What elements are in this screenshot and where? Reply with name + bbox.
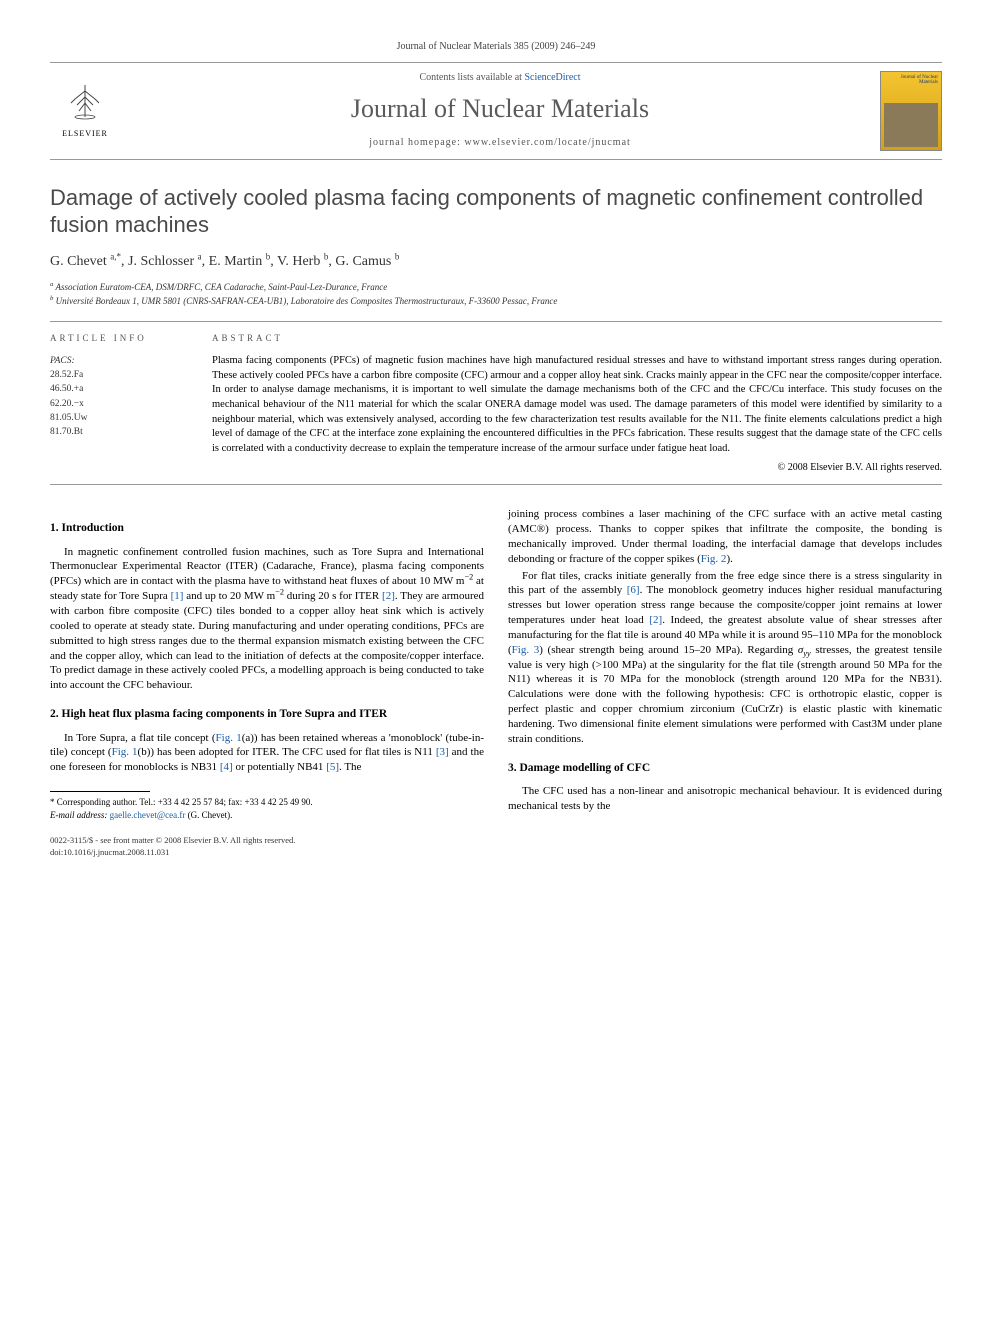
homepage-url[interactable]: www.elsevier.com/locate/jnucmat <box>464 137 630 148</box>
publisher-name: ELSEVIER <box>62 129 108 140</box>
sciencedirect-link[interactable]: ScienceDirect <box>524 72 580 83</box>
section-3-head: 3. Damage modelling of CFC <box>508 761 942 777</box>
contents-prefix: Contents lists available at <box>419 72 524 83</box>
pacs-code: 62.20.−x <box>50 397 190 411</box>
article-info-head: ARTICLE INFO <box>50 332 190 344</box>
abstract-copyright: © 2008 Elsevier B.V. All rights reserved… <box>212 461 942 475</box>
abstract-text: Plasma facing components (PFCs) of magne… <box>212 354 942 457</box>
corr-line-1: * Corresponding author. Tel.: +33 4 42 2… <box>50 796 484 809</box>
journal-name: Journal of Nuclear Materials <box>130 91 870 126</box>
article-meta-row: ARTICLE INFO PACS: 28.52.Fa 46.50.+a 62.… <box>50 321 942 485</box>
pacs-code: 81.05.Uw <box>50 411 190 425</box>
section-3-para: The CFC used has a non-linear and anisot… <box>508 784 942 814</box>
elsevier-tree-icon <box>65 81 105 127</box>
article-title: Damage of actively cooled plasma facing … <box>50 184 942 239</box>
doi-line: doi:10.1016/j.jnucmat.2008.11.031 <box>50 847 484 859</box>
front-matter-footer: 0022-3115/$ - see front matter © 2008 El… <box>50 835 484 859</box>
section-2-para-2: For flat tiles, cracks initiate generall… <box>508 569 942 747</box>
pacs-block: PACS: 28.52.Fa 46.50.+a 62.20.−x 81.05.U… <box>50 354 190 440</box>
homepage-label: journal homepage: <box>369 137 464 148</box>
corresponding-author-note: * Corresponding author. Tel.: +33 4 42 2… <box>50 796 484 821</box>
cover-thumb-image <box>884 103 938 147</box>
column-left: 1. Introduction In magnetic confinement … <box>50 507 484 859</box>
cover-thumb-title: Journal of Nuclear Materials <box>884 75 938 86</box>
affiliations: a Association Euratom-CEA, DSM/DRFC, CEA… <box>50 281 942 306</box>
pacs-code: 81.70.Bt <box>50 425 190 439</box>
section-2-para: In Tore Supra, a flat tile concept (Fig.… <box>50 731 484 776</box>
pacs-label: PACS: <box>50 354 190 368</box>
body-columns: 1. Introduction In magnetic confinement … <box>50 507 942 859</box>
abstract-head: ABSTRACT <box>212 332 942 344</box>
corr-line-2: E-mail address: gaelle.chevet@cea.fr (G.… <box>50 809 484 822</box>
footnote-separator <box>50 791 150 792</box>
issn-line: 0022-3115/$ - see front matter © 2008 El… <box>50 835 484 847</box>
corr-email-link[interactable]: gaelle.chevet@cea.fr <box>110 810 186 820</box>
pacs-code: 46.50.+a <box>50 382 190 396</box>
column-right: joining process combines a laser machini… <box>508 507 942 859</box>
journal-masthead: ELSEVIER Contents lists available at Sci… <box>50 62 942 160</box>
running-head: Journal of Nuclear Materials 385 (2009) … <box>50 40 942 54</box>
journal-cover-thumb: Journal of Nuclear Materials <box>880 71 942 151</box>
affiliation-a: a Association Euratom-CEA, DSM/DRFC, CEA… <box>50 281 942 293</box>
article-info-block: ARTICLE INFO PACS: 28.52.Fa 46.50.+a 62.… <box>50 332 190 474</box>
contents-available-line: Contents lists available at ScienceDirec… <box>130 71 870 85</box>
section-1-para: In magnetic confinement controlled fusio… <box>50 545 484 693</box>
author-list: G. Chevet a,*, J. Schlosser a, E. Martin… <box>50 253 942 272</box>
affiliation-b: b Université Bordeaux 1, UMR 5801 (CNRS-… <box>50 295 942 307</box>
section-1-head: 1. Introduction <box>50 521 484 537</box>
abstract-block: ABSTRACT Plasma facing components (PFCs)… <box>212 332 942 474</box>
section-2-para-cont: joining process combines a laser machini… <box>508 507 942 566</box>
homepage-line: journal homepage: www.elsevier.com/locat… <box>130 136 870 150</box>
section-2-head: 2. High heat flux plasma facing componen… <box>50 707 484 723</box>
masthead-center: Contents lists available at ScienceDirec… <box>120 71 880 149</box>
pacs-code: 28.52.Fa <box>50 368 190 382</box>
publisher-logo: ELSEVIER <box>50 81 120 140</box>
